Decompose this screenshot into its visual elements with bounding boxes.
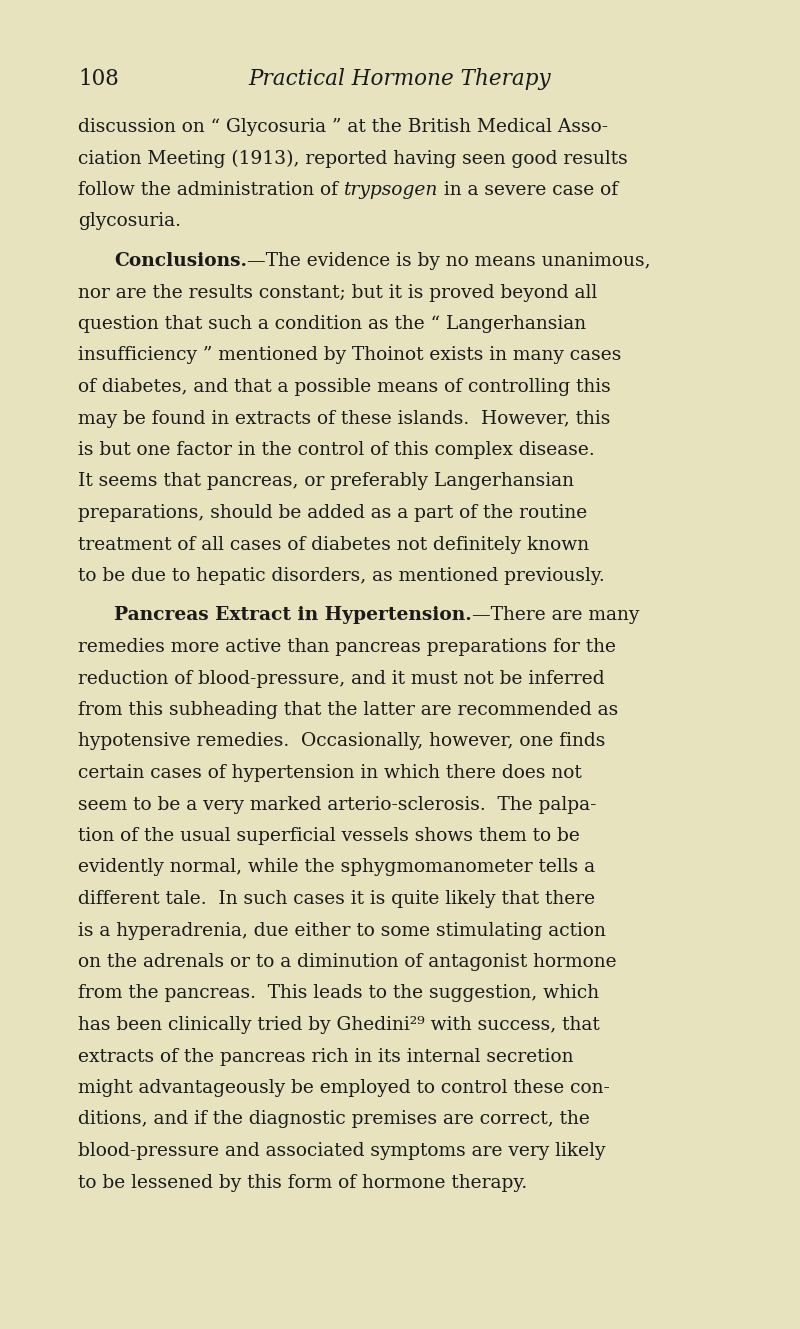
Text: tion of the usual superficial vessels shows them to be: tion of the usual superficial vessels sh…	[78, 827, 580, 845]
Text: 108: 108	[78, 68, 119, 90]
Text: ditions, and if the diagnostic premises are correct, the: ditions, and if the diagnostic premises …	[78, 1111, 590, 1128]
Text: from the pancreas.  This leads to the suggestion, which: from the pancreas. This leads to the sug…	[78, 985, 599, 1002]
Text: ciation Meeting (1913), reported having seen good results: ciation Meeting (1913), reported having …	[78, 149, 628, 167]
Text: is a hyperadrenia, due either to some stimulating action: is a hyperadrenia, due either to some st…	[78, 921, 606, 940]
Text: Conclusions.: Conclusions.	[114, 253, 247, 270]
Text: might advantageously be employed to control these con-: might advantageously be employed to cont…	[78, 1079, 610, 1096]
Text: evidently normal, while the sphygmomanometer tells a: evidently normal, while the sphygmomanom…	[78, 859, 595, 877]
Text: treatment of all cases of diabetes not definitely known: treatment of all cases of diabetes not d…	[78, 536, 589, 553]
Text: of diabetes, and that a possible means of controlling this: of diabetes, and that a possible means o…	[78, 377, 610, 396]
Text: seem to be a very marked arterio-sclerosis.  The palpa-: seem to be a very marked arterio-scleros…	[78, 796, 597, 813]
Text: glycosuria.: glycosuria.	[78, 213, 181, 230]
Text: —The evidence is by no means unanimous,: —The evidence is by no means unanimous,	[247, 253, 650, 270]
Text: certain cases of hypertension in which there does not: certain cases of hypertension in which t…	[78, 764, 582, 781]
Text: to be due to hepatic disorders, as mentioned previously.: to be due to hepatic disorders, as menti…	[78, 567, 605, 585]
Text: It seems that pancreas, or preferably Langerhansian: It seems that pancreas, or preferably La…	[78, 473, 574, 490]
Text: reduction of blood-pressure, and it must not be inferred: reduction of blood-pressure, and it must…	[78, 670, 605, 687]
Text: in a severe case of: in a severe case of	[438, 181, 618, 199]
Text: insufficiency ” mentioned by Thoinot exists in many cases: insufficiency ” mentioned by Thoinot exi…	[78, 347, 622, 364]
Text: trypsogen: trypsogen	[344, 181, 438, 199]
Text: from this subheading that the latter are recommended as: from this subheading that the latter are…	[78, 700, 618, 719]
Text: blood-pressure and associated symptoms are very likely: blood-pressure and associated symptoms a…	[78, 1142, 606, 1160]
Text: nor are the results constant; but it is proved beyond all: nor are the results constant; but it is …	[78, 283, 598, 302]
Text: to be lessened by this form of hormone therapy.: to be lessened by this form of hormone t…	[78, 1174, 527, 1192]
Text: follow the administration of: follow the administration of	[78, 181, 344, 199]
Text: question that such a condition as the “ Langerhansian: question that such a condition as the “ …	[78, 315, 586, 334]
Text: is but one factor in the control of this complex disease.: is but one factor in the control of this…	[78, 441, 594, 459]
Text: different tale.  In such cases it is quite likely that there: different tale. In such cases it is quit…	[78, 890, 595, 908]
Text: discussion on “ Glycosuria ” at the British Medical Asso-: discussion on “ Glycosuria ” at the Brit…	[78, 118, 608, 136]
Text: Practical Hormone Therapy: Practical Hormone Therapy	[249, 68, 551, 90]
Text: —There are many: —There are many	[472, 606, 639, 625]
Text: has been clinically tried by Ghedini²⁹ with success, that: has been clinically tried by Ghedini²⁹ w…	[78, 1015, 600, 1034]
Text: on the adrenals or to a diminution of antagonist hormone: on the adrenals or to a diminution of an…	[78, 953, 617, 971]
Text: may be found in extracts of these islands.  However, this: may be found in extracts of these island…	[78, 409, 610, 428]
Text: hypotensive remedies.  Occasionally, however, one finds: hypotensive remedies. Occasionally, howe…	[78, 732, 606, 751]
Text: extracts of the pancreas rich in its internal secretion: extracts of the pancreas rich in its int…	[78, 1047, 574, 1066]
Text: preparations, should be added as a part of the routine: preparations, should be added as a part …	[78, 504, 587, 522]
Text: Pancreas Extract in Hypertension.: Pancreas Extract in Hypertension.	[114, 606, 472, 625]
Text: remedies more active than pancreas preparations for the: remedies more active than pancreas prepa…	[78, 638, 616, 657]
